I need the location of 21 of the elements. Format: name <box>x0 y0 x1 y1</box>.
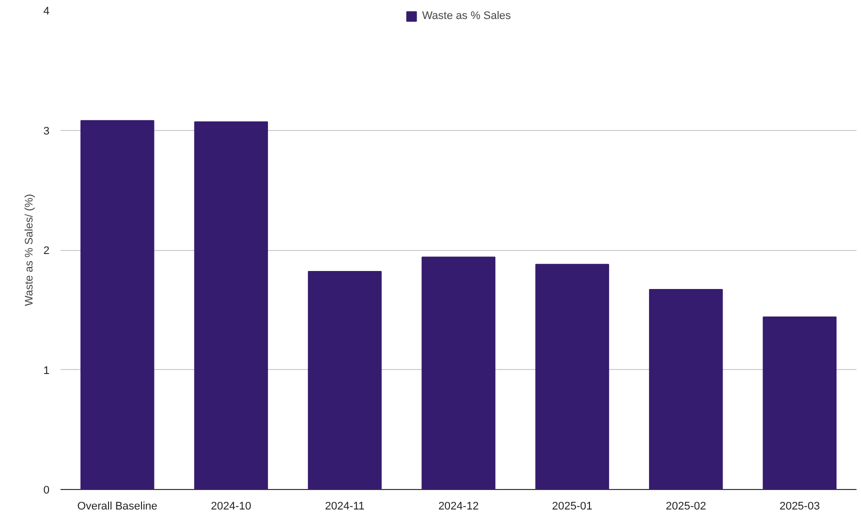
y-tick-label: 0 <box>43 484 50 496</box>
x-tick-label: 2024-12 <box>438 500 479 512</box>
y-axis-title: Waste as % Sales/ (%) <box>23 194 36 306</box>
x-tick-label: 2024-11 <box>325 500 365 512</box>
y-tick-label: 4 <box>43 6 50 18</box>
y-tick-label: 1 <box>43 364 50 377</box>
x-tick-label: 2025-01 <box>552 500 592 512</box>
y-tick-label: 3 <box>43 125 50 138</box>
x-tick-label: 2025-02 <box>666 500 706 512</box>
bar <box>80 120 154 490</box>
x-tick-label: 2025-03 <box>779 500 820 512</box>
y-tick-label: 2 <box>43 245 50 257</box>
bar <box>535 264 610 490</box>
bar <box>422 256 496 490</box>
bar <box>308 271 382 490</box>
bar <box>194 121 268 490</box>
bar <box>649 289 723 490</box>
x-tick-label: Overall Baseline <box>77 500 158 512</box>
legend-label: Waste as % Sales <box>422 10 511 22</box>
x-tick-label: 2024-10 <box>210 500 252 512</box>
bar <box>762 316 837 490</box>
